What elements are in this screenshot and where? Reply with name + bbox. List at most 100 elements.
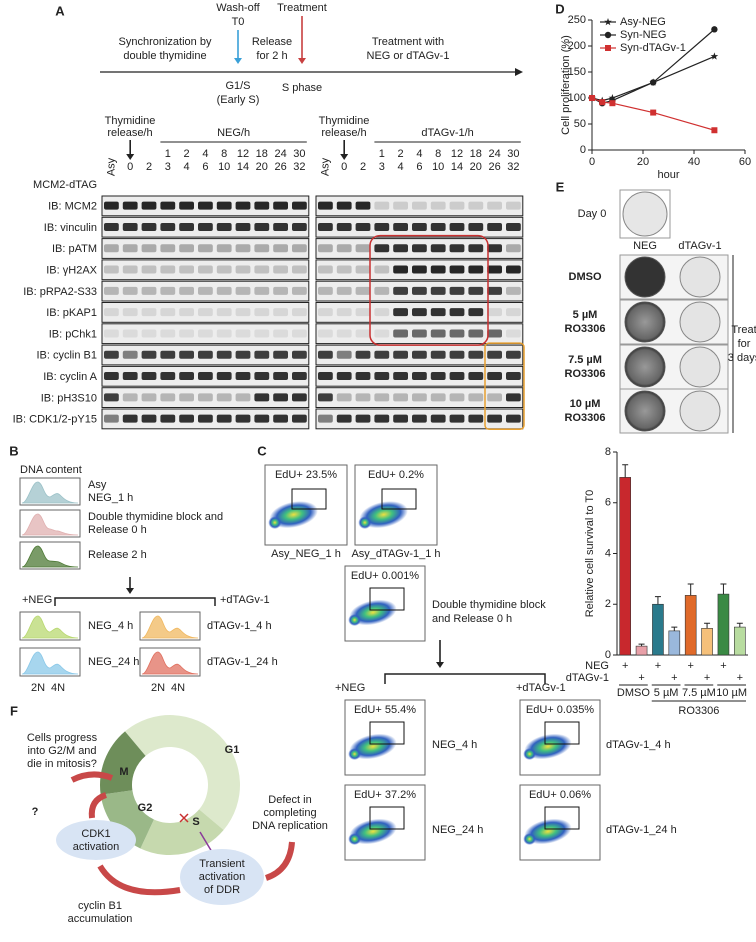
blot-band xyxy=(468,308,484,317)
blot-band xyxy=(122,329,138,338)
blot-band xyxy=(468,350,484,359)
label: Synchronization by xyxy=(119,36,212,48)
gate xyxy=(544,721,580,745)
label: dTAGv-1_24 h xyxy=(606,824,677,836)
blot-band xyxy=(273,414,288,423)
blot-band xyxy=(141,350,157,359)
error-bar xyxy=(736,622,743,628)
blot-band xyxy=(374,265,390,274)
blot-band xyxy=(318,222,333,231)
blot-band xyxy=(179,265,194,274)
blot-band xyxy=(104,329,119,338)
blot-band xyxy=(393,222,408,231)
gate xyxy=(291,488,327,510)
blot-band xyxy=(506,308,521,317)
blot-band xyxy=(160,222,176,231)
blot-band xyxy=(254,372,270,381)
blot-band xyxy=(216,265,232,274)
blot-band xyxy=(336,308,352,317)
blot-band xyxy=(355,329,371,338)
label: Release 2 h xyxy=(88,549,147,561)
blot-band xyxy=(254,308,270,317)
blot-band xyxy=(318,308,333,317)
blot-band xyxy=(393,393,408,402)
blot-band xyxy=(198,393,213,402)
blot-band xyxy=(198,329,213,338)
blot-strip xyxy=(101,238,310,259)
error-bar xyxy=(622,464,629,478)
blot-band xyxy=(104,393,119,402)
label: cyclin B1 xyxy=(78,900,122,912)
histogram xyxy=(141,615,199,639)
blot-band xyxy=(449,372,465,381)
blot-band xyxy=(292,201,307,210)
arrow-head xyxy=(298,58,306,64)
label: Day 0 xyxy=(578,208,607,220)
label: Release xyxy=(252,36,292,48)
blot-band xyxy=(141,265,157,274)
blot-band xyxy=(318,265,333,274)
blot-band xyxy=(468,414,484,423)
label: G1/S xyxy=(225,80,250,92)
blot-strip xyxy=(315,195,524,217)
lane-label: 4 xyxy=(184,161,190,173)
cycle-phase xyxy=(140,809,224,855)
lane-label: 12 xyxy=(451,148,463,160)
error-bar xyxy=(687,583,694,596)
blot-band xyxy=(430,329,446,338)
blot-band xyxy=(235,244,251,253)
bubble xyxy=(56,820,136,860)
label: Asy xyxy=(88,479,107,491)
blot-band xyxy=(216,350,232,359)
lane-label: 8 xyxy=(435,148,441,160)
histogram xyxy=(141,651,199,675)
blot-band xyxy=(141,201,157,210)
label: Treatment xyxy=(277,2,327,14)
label: of DDR xyxy=(204,884,240,896)
blot-band xyxy=(430,244,446,253)
blot-band xyxy=(506,329,521,338)
blot-band xyxy=(393,286,408,295)
blot-band xyxy=(355,286,371,295)
label: Double thymidine block xyxy=(432,599,546,611)
label: release/h xyxy=(107,127,152,139)
blot-band xyxy=(412,286,427,295)
lane-label: 26 xyxy=(274,161,286,173)
label: 10 µM xyxy=(570,398,601,410)
label: Thymidine xyxy=(105,115,156,127)
blot-band xyxy=(412,372,427,381)
label: Cells progress xyxy=(27,732,98,744)
curved-arrow xyxy=(97,864,181,896)
plate xyxy=(624,346,666,388)
blot-band xyxy=(254,265,270,274)
label: dTAGv-1 xyxy=(678,240,721,252)
blot-band xyxy=(104,350,119,359)
blot-band xyxy=(235,372,251,381)
blot-row-label: IB: pChk1 xyxy=(49,328,97,340)
blot-band xyxy=(122,201,138,210)
blot-band xyxy=(374,222,390,231)
lane-label: 0 xyxy=(127,161,133,173)
blot-band xyxy=(336,329,352,338)
lane-label: 20 xyxy=(470,161,482,173)
blot-band xyxy=(292,372,307,381)
lane-label: 10 xyxy=(218,161,230,173)
blot-band xyxy=(235,350,251,359)
lane-label: 0 xyxy=(341,161,347,173)
arrow-head xyxy=(515,68,523,76)
panel-label: D xyxy=(555,1,564,16)
marker xyxy=(710,52,719,60)
y-tick-label: 150 xyxy=(568,66,586,78)
blot-band xyxy=(141,329,157,338)
blot-band xyxy=(487,222,502,231)
blot-band xyxy=(273,244,288,253)
blot-band xyxy=(506,350,521,359)
bar xyxy=(635,645,648,656)
label: die in mitosis? xyxy=(27,758,97,770)
blot-band xyxy=(122,244,138,253)
group-label: 5 µM xyxy=(654,687,679,699)
plate-frame xyxy=(619,189,671,239)
arrow-head xyxy=(126,154,135,160)
y-tick-label: 4 xyxy=(605,547,611,559)
flow-cloud xyxy=(359,501,408,529)
